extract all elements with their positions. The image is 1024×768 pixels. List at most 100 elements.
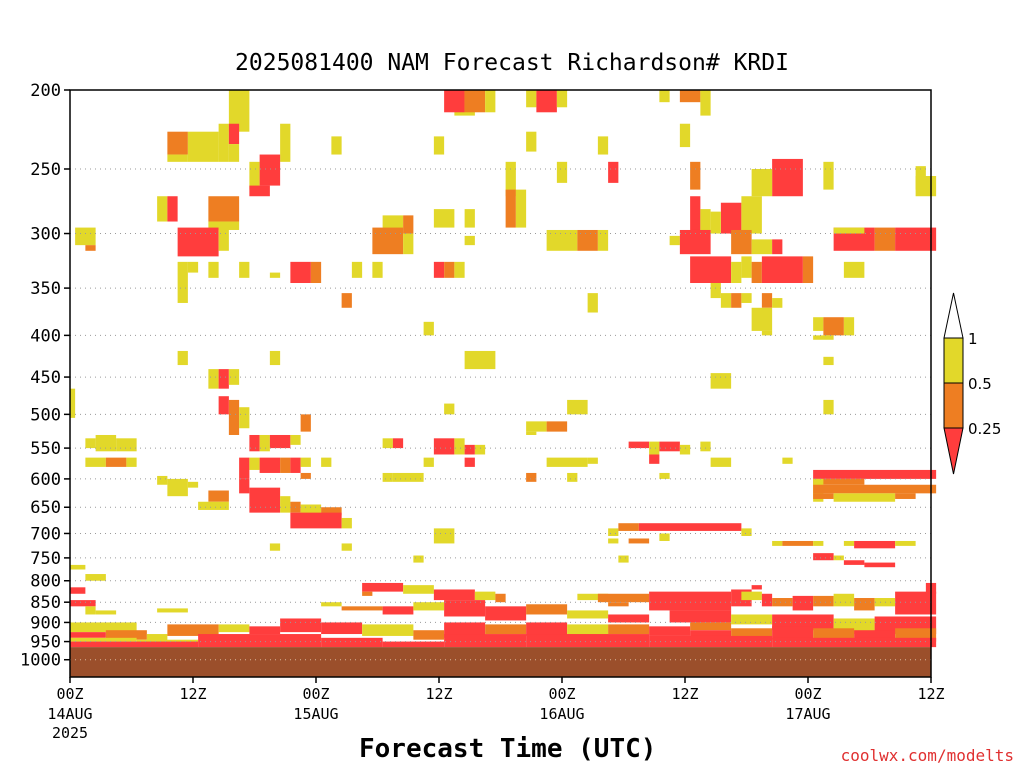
heatmap-cell — [85, 457, 106, 467]
heatmap-cell — [608, 614, 650, 623]
legend-label-0.25: 0.25 — [968, 420, 1001, 438]
heatmap-cell — [70, 637, 137, 642]
heatmap-cell — [464, 457, 475, 467]
heatmap-cell — [854, 540, 896, 549]
heatmap-cell — [874, 227, 896, 251]
heatmap-cell — [505, 189, 516, 228]
heatmap-cell — [813, 335, 834, 340]
heatmap-cell — [526, 634, 650, 648]
heatmap-cell — [239, 478, 250, 494]
heatmap-cell — [628, 441, 650, 449]
heatmap-cell — [813, 628, 855, 640]
heatmap-cell — [433, 438, 455, 455]
heatmap-cell — [464, 350, 496, 370]
heatmap-cells — [70, 90, 937, 648]
heatmap-cell — [556, 161, 568, 183]
heatmap-cell — [526, 90, 537, 108]
heatmap-cell — [362, 591, 373, 596]
chart-title: 2025081400 NAM Forecast Richardson# KRDI — [235, 50, 789, 76]
heatmap-cell — [679, 90, 701, 103]
heatmap-cell — [259, 434, 270, 452]
legend-arrow-bottom — [943, 427, 964, 475]
heatmap-cell — [546, 421, 568, 432]
heatmap-cell — [741, 528, 752, 536]
x-axis-label: Forecast Time (UTC) — [359, 734, 657, 764]
heatmap-cell — [731, 628, 773, 640]
heatmap-cell — [608, 538, 619, 544]
heatmap-cell — [813, 540, 824, 546]
heatmap-cell — [474, 444, 486, 455]
heatmap-cell — [567, 624, 609, 636]
x-tick-label: 12Z — [671, 685, 698, 703]
heatmap-cell — [177, 283, 188, 303]
heatmap-cell — [249, 434, 260, 452]
heatmap-cell — [157, 475, 168, 485]
heatmap-cell — [772, 626, 814, 640]
heatmap-cell — [751, 307, 773, 331]
legend-swatch-yellow — [943, 337, 964, 384]
heatmap-cell — [331, 136, 342, 155]
heatmap-cell — [321, 622, 363, 635]
heatmap-cell — [382, 472, 393, 482]
heatmap-cell — [433, 136, 445, 155]
heatmap-cell — [464, 444, 475, 455]
heatmap-cell — [228, 144, 240, 162]
x-tick-date: 16AUG — [539, 705, 584, 723]
heatmap-cell — [690, 196, 701, 234]
y-tick-label: 300 — [30, 225, 61, 245]
heatmap-cell — [577, 593, 609, 601]
heatmap-cell — [772, 239, 783, 255]
heatmap-cell — [720, 202, 742, 234]
y-tick-label: 650 — [30, 498, 61, 518]
heatmap-cell — [485, 90, 496, 113]
heatmap-cell — [218, 227, 229, 251]
heatmap-cell — [526, 131, 537, 152]
y-tick-label: 700 — [30, 524, 61, 544]
heatmap-cell — [731, 614, 773, 625]
heatmap-cell — [249, 487, 281, 513]
heatmap-cell — [638, 523, 742, 531]
heatmap-cell — [515, 189, 527, 228]
heatmap-cell — [813, 553, 834, 561]
legend-swatch-orange — [943, 382, 964, 429]
x-tick-label: 00Z — [302, 685, 329, 703]
heatmap-cell — [772, 158, 803, 197]
heatmap-cell — [761, 256, 803, 284]
heatmap-cell — [772, 540, 783, 546]
x-tick-date: 15AUG — [293, 705, 338, 723]
heatmap-cell — [741, 196, 762, 234]
heatmap-cell — [70, 641, 199, 648]
legend-arrow-top — [943, 292, 964, 339]
y-tick-label: 800 — [30, 572, 61, 592]
heatmap-cell — [392, 438, 404, 449]
heatmap-cell — [249, 457, 260, 470]
heatmap-cell — [823, 161, 834, 190]
heatmap-cell — [70, 587, 86, 594]
heatmap-cell — [444, 600, 486, 617]
heatmap-cell — [741, 591, 762, 601]
heatmap-cell — [782, 457, 793, 464]
heatmap-cell — [854, 598, 875, 611]
heatmap-cell — [659, 441, 680, 452]
heatmap-cell — [731, 261, 742, 284]
heatmap-cell — [300, 504, 322, 516]
heatmap-cell — [608, 602, 629, 607]
heatmap-cell — [433, 589, 475, 601]
heatmap-cell — [259, 154, 281, 186]
heatmap-cell — [526, 431, 537, 435]
heatmap-cell — [269, 434, 291, 449]
heatmap-cell — [70, 622, 137, 633]
heatmap-cell — [290, 457, 301, 473]
heatmap-cell — [382, 641, 445, 648]
x-tick-year: 2025 — [52, 724, 88, 742]
heatmap-cell — [690, 630, 732, 640]
heatmap-cell — [772, 614, 834, 631]
heatmap-cell — [269, 272, 281, 278]
y-tick-label: 900 — [30, 613, 61, 633]
color-legend: 1 0.5 0.25 — [943, 292, 1001, 475]
credit-link[interactable]: coolwx.com/modelts — [840, 746, 1014, 765]
heatmap-cell — [649, 591, 732, 611]
heatmap-cell — [751, 168, 773, 197]
heatmap-cell — [413, 630, 445, 640]
